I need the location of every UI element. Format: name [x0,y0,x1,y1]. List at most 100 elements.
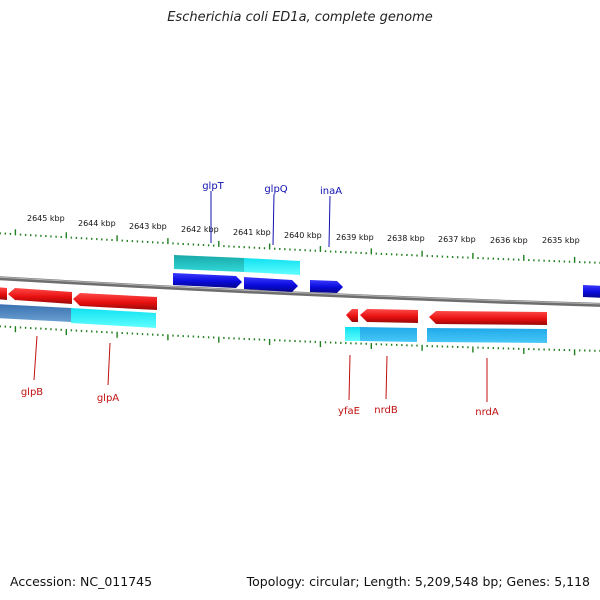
minor-tick [299,340,301,343]
minor-tick [289,339,291,342]
forward-gene-track [173,273,600,298]
minor-tick [162,334,164,337]
gene-inaA[interactable] [310,280,343,293]
minor-tick [243,337,245,340]
minor-tick [192,335,195,338]
minor-tick [70,236,73,239]
label-glpT: glpT [202,181,224,192]
minor-tick [223,245,225,248]
minor-tick [497,347,499,350]
major-tick [167,334,169,341]
minor-tick [375,252,377,255]
cds-glpA[interactable] [71,308,156,328]
minor-tick [482,257,484,260]
minor-tick [55,235,57,238]
minor-tick [111,239,113,241]
minor-tick [96,330,98,333]
minor-tick [396,343,398,346]
cds-yfaE[interactable] [345,327,360,341]
minor-tick [172,334,174,337]
tick-label-2635: 2635 kbp [542,236,580,245]
minor-tick [284,339,286,342]
gene-nrdA[interactable] [429,311,547,325]
minor-tick [202,336,205,338]
major-tick [421,250,423,257]
minor-tick [213,244,215,247]
tick-label-2639: 2639 kbp [336,233,374,242]
major-tick [421,344,423,351]
forward-gene-labels: glpT glpQ inaA [202,181,342,248]
minor-tick [294,340,296,342]
minor-tick [345,251,347,254]
minor-tick [431,345,433,348]
gene-yfaE[interactable] [346,309,358,322]
cds-nrdA[interactable] [427,328,547,343]
cds-nrdB[interactable] [360,327,417,342]
gene-nrdB[interactable] [360,309,418,323]
minor-tick [75,236,78,239]
minor-tick [579,349,581,352]
gene-glpT[interactable] [173,273,242,288]
minor-tick [563,349,566,351]
major-tick [218,240,220,247]
minor-tick [177,242,179,245]
minor-tick [355,342,357,345]
minor-tick [233,245,235,248]
minor-tick [482,346,484,349]
minor-tick [533,348,535,351]
minor-tick [548,348,550,351]
minor-tick [360,251,362,254]
minor-tick [45,235,47,238]
minor-tick [497,257,499,260]
minor-tick [258,338,261,341]
minor-tick [436,255,438,258]
minor-tick [121,332,123,334]
tick-label-2643: 2643 kbp [129,222,167,231]
label-yfaE: yfaE [338,406,360,417]
minor-tick [187,335,189,338]
minor-tick [85,237,88,240]
major-tick [472,252,474,259]
minor-tick [279,339,281,342]
cds-glpQ[interactable] [244,258,300,275]
minor-tick [355,251,357,254]
minor-tick [543,259,545,262]
reverse-cds-track [0,304,547,343]
cds-glpT[interactable] [174,255,244,272]
minor-tick [579,261,581,264]
minor-tick [365,342,367,345]
major-tick [319,246,322,252]
major-tick [218,336,220,343]
label-glpA: glpA [97,393,119,404]
minor-tick [106,238,108,241]
major-tick [14,326,17,333]
minor-tick [426,254,428,257]
gene-glpB[interactable] [8,288,72,304]
minor-tick [238,337,240,340]
minor-tick [223,337,225,339]
minor-tick [543,348,545,351]
gene-glpA[interactable] [73,293,157,310]
major-tick [573,349,576,356]
gene-left-edge[interactable] [0,287,7,300]
minor-tick [187,243,189,246]
minor-tick [228,245,230,248]
minor-tick [507,347,510,350]
minor-tick [207,244,210,247]
gene-glpQ[interactable] [244,277,298,292]
minor-tick [172,242,174,245]
minor-tick [96,238,98,241]
cds-glpB[interactable] [0,304,71,322]
minor-tick [538,348,540,351]
minor-tick [197,335,200,338]
minor-tick [304,249,306,252]
minor-tick [324,250,327,253]
minor-tick [80,237,83,240]
minor-tick [385,343,388,346]
minor-tick [40,234,42,237]
minor-tick [518,347,520,350]
gene-right-edge[interactable] [583,285,600,298]
minor-tick [487,257,489,260]
minor-tick [131,240,134,243]
minor-tick [558,260,560,263]
